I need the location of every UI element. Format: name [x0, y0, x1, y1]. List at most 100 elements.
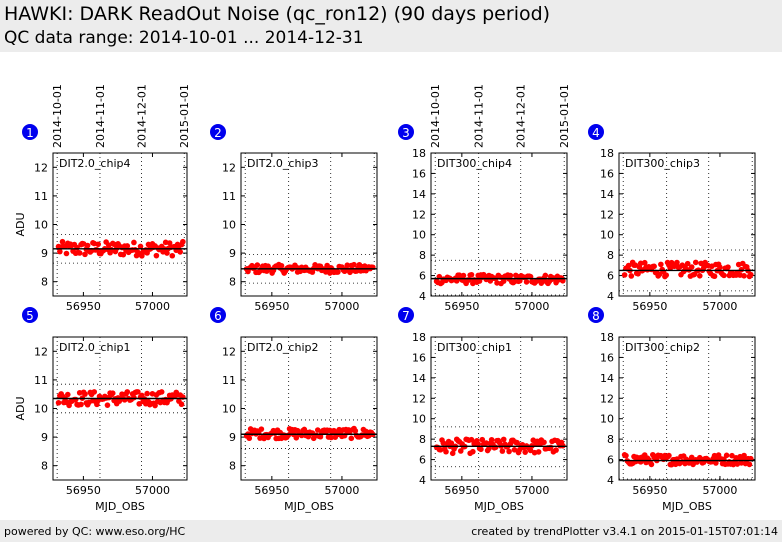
panel-4-data-point: [674, 259, 680, 266]
panel-7-ytick-label: 14: [412, 372, 426, 385]
panel-3-top-date-label: 2014-11-01: [473, 84, 486, 148]
panel-7-data-point: [514, 439, 520, 446]
panel-1-ytick-label: 12: [34, 161, 48, 174]
plots-area: 8 9 10 11 12 56950 57000 DIT2.0_chip4 ADU 1 2014-1…: [14, 84, 756, 513]
panel-7-data-point: [449, 450, 456, 457]
panel-1-data-point: [95, 241, 102, 248]
panel-3-data-point: [559, 278, 566, 284]
panel-7-data-point: [511, 446, 518, 453]
panel-2-frame: [240, 152, 378, 297]
panel-5-ylabel: ADU: [14, 396, 27, 420]
panel-1-label: DIT2.0_chip4: [59, 157, 130, 170]
panel-1-top-date-label: 2014-12-01: [135, 84, 148, 148]
page-footer: powered by QC: www.eso.org/HC created by…: [0, 520, 782, 542]
panel-6-xtick-label: 57000: [324, 484, 359, 497]
panel-3-ytick-label: 6: [419, 270, 426, 283]
footer-credit-link[interactable]: powered by QC: www.eso.org/HC: [4, 525, 186, 538]
panel-2-xtick-label: 56950: [254, 300, 289, 313]
panel-7-xtick-label: 56950: [444, 484, 479, 497]
panel-4-index-label: 4: [592, 126, 600, 140]
panel-8-ytick-label: 16: [600, 351, 614, 364]
footer-created-info: created by trendPlotter v3.4.1 on 2015-0…: [471, 525, 778, 538]
panel-3-data-point: [517, 277, 523, 284]
panel-1-ytick-label: 11: [34, 190, 48, 203]
panel-4-ytick-label: 4: [607, 290, 614, 303]
panel-6-xtick-label: 56950: [254, 484, 289, 497]
panel-1-frame: [52, 152, 188, 297]
panel-4-ytick-label: 14: [600, 188, 614, 201]
panel-8-ytick-label: 10: [600, 413, 614, 426]
panel-7-ytick-label: 16: [412, 351, 426, 364]
panel-4-data-point: [628, 273, 635, 279]
panel-6-data-point: [348, 435, 355, 442]
panel-1-data-point: [57, 248, 63, 255]
panel-6-data-point: [328, 434, 334, 441]
panel-8-label: DIT300_chip2: [625, 341, 700, 354]
panel-2-ytick-label: 12: [222, 161, 236, 174]
panel-7-data-point: [486, 445, 492, 452]
panel-7-data-point: [475, 441, 482, 447]
panel-8-data-point: [623, 452, 629, 459]
panel-3-index-badge: [398, 124, 414, 140]
panel-4-ytick-label: 12: [600, 208, 614, 221]
panel-5-data-point: [78, 401, 84, 408]
panel-8-data-point: [746, 461, 753, 468]
panel-8-xlabel: MJD_OBS: [662, 500, 712, 513]
panel-1-data-point: [166, 240, 173, 246]
panel-7-index-badge: [398, 307, 414, 323]
page-title: HAWKI: DARK ReadOut Noise (qc_ron12) (90…: [4, 3, 551, 25]
panel-4-ytick-label: 6: [607, 270, 614, 283]
panel-5-data-point: [178, 401, 185, 408]
panel-1-ytick-label: 8: [41, 276, 48, 289]
panel-1-data-point: [177, 249, 184, 255]
panel-2-data-point: [344, 262, 351, 268]
panel-8-ytick-label: 6: [607, 454, 614, 467]
panel-8-data-point: [741, 452, 747, 459]
panel-3-label: DIT300_chip4: [437, 157, 512, 170]
panel-4-ytick-label: 8: [607, 249, 614, 262]
panel-4-data-point: [692, 259, 699, 266]
panel-1-data-point: [84, 242, 91, 249]
panel-5-label: DIT2.0_chip1: [59, 341, 130, 354]
panel-8-xtick-label: 57000: [702, 484, 737, 497]
panel-7-data-point: [468, 436, 475, 443]
panel-4-data-point: [635, 270, 641, 277]
panel-5-ytick-label: 12: [34, 345, 48, 358]
panel-7-data-point: [443, 448, 449, 455]
panel-1-data-point: [124, 243, 131, 249]
panel-2-data-point: [254, 262, 261, 268]
panel-3-index-label: 3: [402, 126, 410, 140]
panel-3-top-date-label: 2014-10-01: [429, 84, 442, 148]
panel-6-data-point: [352, 428, 359, 434]
panel-6-ytick-label: 12: [222, 345, 236, 358]
panel-5-data-point: [124, 389, 131, 395]
page-header: HAWKI: DARK ReadOut Noise (qc_ron12) (90…: [0, 0, 782, 52]
panel-4-ytick-label: 18: [600, 147, 614, 160]
panel-2-ytick-label: 9: [229, 247, 236, 260]
panel-8-data-point: [713, 460, 719, 466]
panel-5-frame: [52, 336, 188, 481]
panel-3-top-date-label: 2014-12-01: [515, 84, 528, 148]
panel-1-data-point: [63, 250, 70, 257]
panel-3-data-point: [468, 271, 475, 278]
panel-4-data-point: [663, 272, 670, 278]
panel-7-data-point: [448, 440, 455, 447]
panel-3-xtick-label: 57000: [514, 300, 549, 313]
panel-4-label: DIT300_chip3: [625, 157, 700, 170]
panel-6-data-point: [246, 435, 253, 442]
panel-5-data-point: [109, 390, 116, 396]
panel-5-data-point: [158, 389, 165, 395]
panel-1-xtick-label: 57000: [135, 300, 170, 313]
panel-2-data-point: [324, 262, 330, 269]
page-subtitle: QC data range: 2014-10-01 ... 2014-12-31: [4, 28, 364, 48]
panel-3-data-point: [511, 278, 518, 285]
panel-7-data-point: [499, 448, 506, 454]
panel-7-ytick-label: 10: [412, 413, 426, 426]
panel-7-data-point: [535, 449, 542, 455]
panel-8-ytick-label: 18: [600, 331, 614, 344]
panel-6-index-label: 6: [214, 309, 222, 323]
panel-1-top-date-label: 2014-11-01: [94, 84, 107, 148]
panel-3-xtick-label: 56950: [444, 300, 479, 313]
panel-1-data-point: [164, 250, 170, 256]
panel-1-data-point: [82, 251, 88, 258]
